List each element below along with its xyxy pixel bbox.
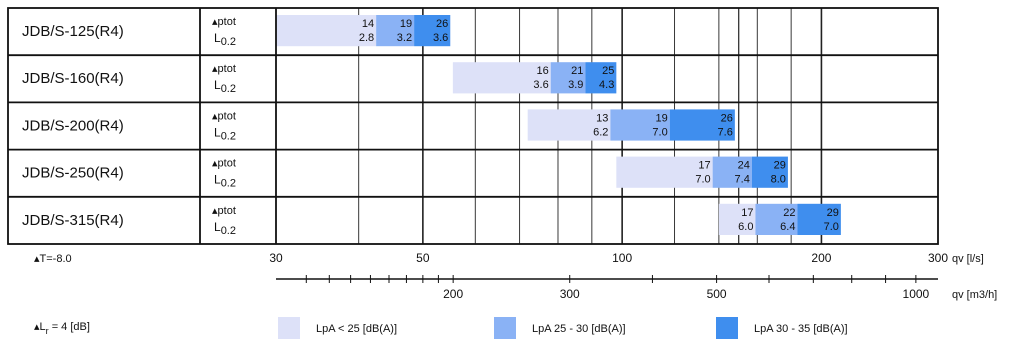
segment-l02-label: 6.4 xyxy=(780,221,795,233)
axis-ls-tick-label: 100 xyxy=(612,251,632,265)
segment-l02-label: 3.6 xyxy=(433,32,448,44)
param-sub-text: 0.2 xyxy=(221,225,236,237)
param-l02-label: L0.2 xyxy=(214,173,236,190)
param-ptot-label: ▴ptot xyxy=(212,16,236,28)
segment-ptot-label: 25 xyxy=(602,65,614,77)
segment-l02-label: 3.9 xyxy=(568,79,583,91)
lr-note: ▴Lr = 4 [dB] xyxy=(34,321,90,336)
param-l-text: L xyxy=(214,31,221,45)
bar-segment xyxy=(610,109,670,141)
delta-t-note: ▴T=-8.0 xyxy=(34,253,72,265)
legend-label: LpA 30 - 35 [dB(A)] xyxy=(754,323,848,335)
segment-ptot-label: 19 xyxy=(400,18,412,30)
segment-ptot-label: 13 xyxy=(596,112,608,124)
segment-ptot-label: 26 xyxy=(436,18,448,30)
bar-segment xyxy=(712,156,752,188)
segment-l02-label: 4.3 xyxy=(599,79,614,91)
bar-segment xyxy=(616,156,713,188)
bar-segment xyxy=(797,203,841,235)
bar-segment xyxy=(585,62,617,94)
axis-m3h-unit: qv [m3/h] xyxy=(952,289,997,301)
lr-note-text: ▴L xyxy=(34,321,46,333)
model-name: JDB/S-200(R4) xyxy=(22,117,124,134)
param-sub-text: 0.2 xyxy=(221,83,236,95)
param-l02-label: L0.2 xyxy=(214,125,236,142)
segment-ptot-label: 16 xyxy=(536,65,548,77)
param-l02-label: L0.2 xyxy=(214,31,236,48)
legend-swatch xyxy=(716,317,738,339)
model-name: JDB/S-250(R4) xyxy=(22,165,124,182)
param-sub-text: 0.2 xyxy=(221,130,236,142)
bar-segment xyxy=(718,203,756,235)
model-name: JDB/S-160(R4) xyxy=(22,70,124,87)
legend: ▴Lr = 4 [dB] LpA < 25 [dB(A)] LpA 25 - 30 … xyxy=(34,317,848,339)
segment-ptot-label: 29 xyxy=(827,207,839,219)
bars-layer: 14 2.8 19 3.2 26 3.6 16 3.6 21 3.9 25 4.3 13 6.2 19 7.0… xyxy=(276,15,841,235)
axis-m3h-tick-label: 300 xyxy=(560,287,580,301)
legend-label: LpA < 25 [dB(A)] xyxy=(316,323,397,335)
bar-segment xyxy=(751,156,788,188)
param-l-text: L xyxy=(214,220,221,234)
segment-ptot-label: 22 xyxy=(783,207,795,219)
legend-swatch xyxy=(278,317,300,339)
model-name: JDB/S-125(R4) xyxy=(22,23,124,40)
segment-l02-label: 7.6 xyxy=(718,126,733,138)
table-frame xyxy=(7,7,939,245)
lr-note-rest: = 4 [dB] xyxy=(49,321,90,333)
bar-segment xyxy=(452,62,551,94)
param-l02-label: L0.2 xyxy=(214,78,236,95)
bar-segment xyxy=(414,15,451,47)
model-name: JDB/S-315(R4) xyxy=(22,212,124,229)
segment-l02-label: 7.0 xyxy=(695,174,710,186)
segment-l02-label: 3.2 xyxy=(397,32,412,44)
bar-segment xyxy=(669,109,735,141)
axis-m3h-tick-label: 1000 xyxy=(903,287,930,301)
param-l-text: L xyxy=(214,125,221,139)
bar-segment xyxy=(527,109,611,141)
axis-m3h-tick-label: 200 xyxy=(443,287,463,301)
segment-ptot-label: 29 xyxy=(774,160,786,172)
segment-l02-label: 2.8 xyxy=(359,32,374,44)
segment-ptot-label: 24 xyxy=(738,160,750,172)
segment-ptot-label: 21 xyxy=(571,65,583,77)
axis-ls-tick-label: 200 xyxy=(811,251,831,265)
segment-l02-label: 6.2 xyxy=(593,126,608,138)
param-l-text: L xyxy=(214,78,221,92)
axis-ls-unit: qv [l/s] xyxy=(952,253,984,265)
segment-l02-label: 7.0 xyxy=(824,221,839,233)
axis-ls-tick-label: 30 xyxy=(269,251,283,265)
segment-l02-label: 3.6 xyxy=(533,79,548,91)
segment-l02-label: 7.4 xyxy=(735,174,750,186)
axis-ls-tick-label: 50 xyxy=(416,251,430,265)
param-ptot-label: ▴ptot xyxy=(212,110,236,122)
bar-segment xyxy=(550,62,586,94)
segment-ptot-label: 17 xyxy=(698,160,710,172)
segment-l02-label: 6.0 xyxy=(738,221,753,233)
param-sub-text: 0.2 xyxy=(221,178,236,190)
legend-label: LpA 25 - 30 [dB(A)] xyxy=(532,323,626,335)
segment-ptot-label: 19 xyxy=(655,112,667,124)
axes: 30 50 100 200 300 qv [l/s] ▴T=-8.0 200 300 500 100… xyxy=(34,251,997,301)
param-l02-label: L0.2 xyxy=(214,220,236,237)
segment-ptot-label: 14 xyxy=(362,18,374,30)
bar-segment xyxy=(276,15,377,47)
segment-l02-label: 7.0 xyxy=(652,126,667,138)
param-l-text: L xyxy=(214,173,221,187)
segment-ptot-label: 17 xyxy=(741,207,753,219)
segment-l02-label: 8.0 xyxy=(771,174,786,186)
param-ptot-label: ▴ptot xyxy=(212,205,236,217)
param-ptot-label: ▴ptot xyxy=(212,63,236,75)
axis-m3h-tick-label: 500 xyxy=(707,287,727,301)
legend-swatch xyxy=(494,317,516,339)
param-sub-text: 0.2 xyxy=(221,36,236,48)
bar-segment xyxy=(755,203,798,235)
segment-ptot-label: 26 xyxy=(721,112,733,124)
axis-ls-tick-label: 300 xyxy=(928,251,948,265)
bar-segment xyxy=(376,15,415,47)
row-labels: JDB/S-125(R4)▴ptotL0.2JDB/S-160(R4)▴ptot… xyxy=(22,16,236,237)
table-border xyxy=(7,7,939,245)
param-ptot-label: ▴ptot xyxy=(212,158,236,170)
lr-note-sub: r xyxy=(46,326,49,336)
